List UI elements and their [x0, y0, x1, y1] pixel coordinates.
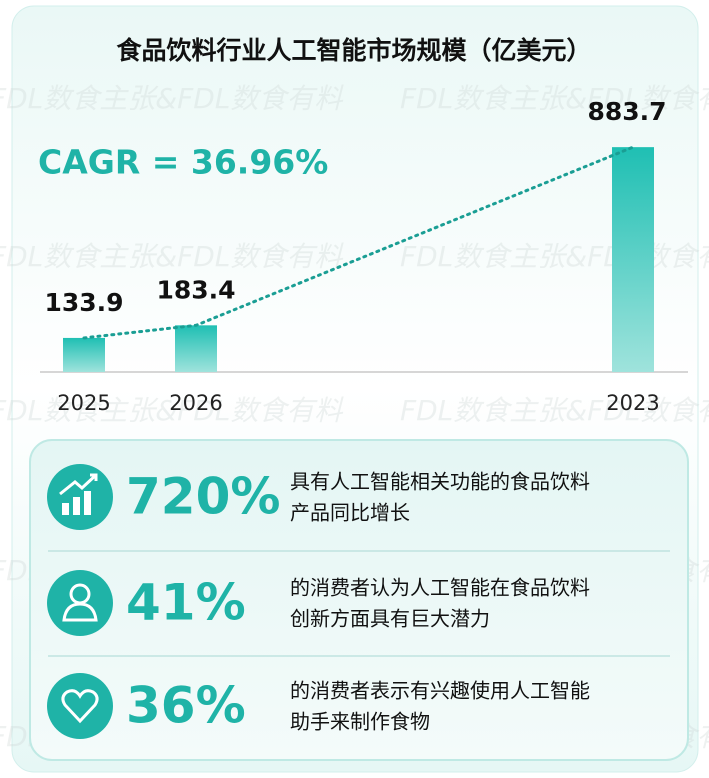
- bar: [175, 325, 217, 372]
- icon-heart: [47, 673, 113, 739]
- value-label: 883.7: [587, 97, 666, 126]
- stat-text: 创新方面具有巨大潜力: [290, 607, 490, 631]
- bar: [612, 147, 654, 372]
- stat-text: 助手来制作食物: [290, 710, 430, 734]
- value-label: 133.9: [44, 288, 123, 317]
- icon-person: [47, 570, 113, 636]
- stat-text: 具有人工智能相关功能的食品饮料: [290, 470, 590, 494]
- watermark: FDL数食主张&FDL数食有料: [0, 394, 344, 427]
- bar-chart: 133.9 2025 183.4 2026 883.7 2023: [44, 97, 666, 415]
- watermark: FDL数食主张&FDL数食有料: [400, 394, 709, 427]
- bar: [63, 337, 105, 372]
- watermark: FDL数食主张&FDL数食有料: [400, 240, 709, 273]
- chart-title: 食品饮料行业人工智能市场规模（亿美元）: [116, 36, 591, 65]
- watermark: FDL数食主张&FDL数食有料: [0, 240, 344, 273]
- stat-text: 的消费者表示有兴趣使用人工智能: [290, 679, 590, 703]
- x-tick-label: 2026: [169, 391, 222, 415]
- icon-growth: [47, 464, 113, 530]
- trend-line: [82, 145, 635, 340]
- stat-value: 720%: [126, 468, 280, 526]
- stat-value: 36%: [126, 677, 246, 735]
- stats-panel: [29, 439, 689, 761]
- value-label: 183.4: [156, 275, 235, 304]
- stat-value: 41%: [126, 574, 246, 632]
- watermark: FDL数食主张&FDL数食有料: [0, 82, 344, 115]
- cagr-annotation: CAGR = 36.96%: [38, 143, 328, 182]
- x-tick-label: 2025: [57, 391, 110, 415]
- watermark: FDL数食主张&FDL数食有料: [400, 82, 709, 115]
- stat-text: 产品同比增长: [290, 501, 410, 525]
- x-tick-label: 2023: [606, 391, 659, 415]
- stat-text: 的消费者认为人工智能在食品饮料: [290, 576, 590, 600]
